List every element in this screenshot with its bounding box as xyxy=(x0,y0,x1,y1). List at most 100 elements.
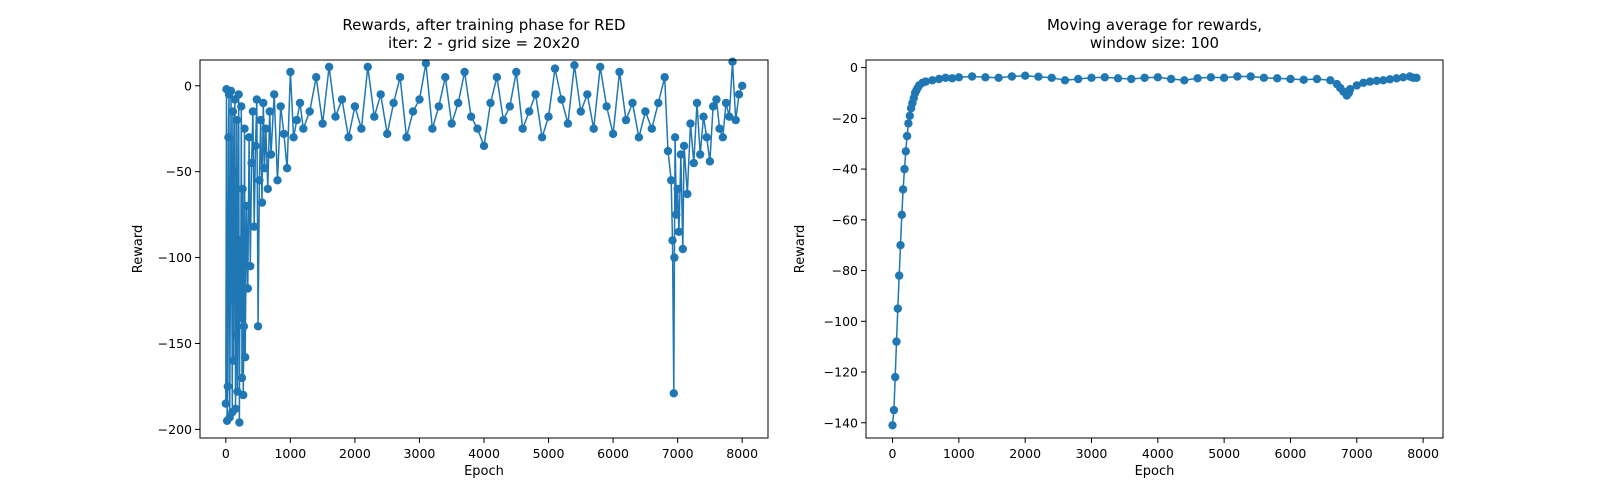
chart-title-line-1: Moving average for rewards, xyxy=(1047,16,1262,34)
y-tick-label: −150 xyxy=(158,336,192,351)
data-point xyxy=(902,131,912,141)
data-point xyxy=(415,95,424,104)
data-point xyxy=(670,253,679,262)
data-point xyxy=(466,112,476,121)
data-point xyxy=(305,107,314,116)
data-point xyxy=(898,185,908,194)
data-point xyxy=(654,98,663,108)
data-point xyxy=(239,390,248,400)
data-point xyxy=(596,62,605,72)
data-point xyxy=(232,115,241,125)
data-point xyxy=(1034,72,1043,81)
x-tick-label: 3000 xyxy=(1076,446,1108,461)
data-point xyxy=(1060,76,1070,85)
data-point xyxy=(235,236,245,245)
y-tick-label: −120 xyxy=(824,365,858,380)
data-point xyxy=(941,73,950,83)
data-point xyxy=(672,210,681,219)
data-point xyxy=(1372,76,1381,86)
data-point xyxy=(256,115,265,125)
data-point xyxy=(531,90,540,99)
data-point xyxy=(235,418,244,427)
data-point xyxy=(441,73,450,82)
data-point xyxy=(247,158,256,168)
data-point xyxy=(350,102,360,111)
data-point xyxy=(948,74,957,83)
data-point xyxy=(896,241,905,250)
data-point xyxy=(1259,73,1269,83)
y-tick-label: 0 xyxy=(850,60,858,75)
data-point xyxy=(279,129,289,139)
data-point xyxy=(712,95,721,104)
data-point xyxy=(634,133,644,142)
data-point xyxy=(721,98,731,108)
data-point xyxy=(460,67,469,77)
data-point xyxy=(1153,73,1163,82)
data-point xyxy=(589,124,598,133)
data-point xyxy=(434,102,443,111)
data-point xyxy=(512,67,521,77)
data-point xyxy=(266,150,276,159)
data-point xyxy=(686,119,695,128)
data-point xyxy=(647,124,656,133)
chart-rewards-panel: Rewards, after training phase for REDite… xyxy=(131,16,769,479)
data-point xyxy=(921,77,930,86)
data-point xyxy=(227,219,236,228)
data-point xyxy=(550,64,560,73)
data-point xyxy=(1087,73,1096,83)
data-point xyxy=(292,115,301,125)
data-point xyxy=(226,86,236,96)
data-point xyxy=(1206,73,1216,82)
data-point xyxy=(692,98,702,108)
data-point xyxy=(570,60,579,70)
data-point xyxy=(1365,77,1375,86)
data-point xyxy=(608,129,618,139)
data-point xyxy=(248,107,258,116)
data-point xyxy=(670,133,680,142)
data-point xyxy=(1352,81,1362,90)
data-point xyxy=(243,284,252,293)
data-point xyxy=(1299,75,1308,85)
y-tick-label: 0 xyxy=(184,78,192,93)
chart-title-line-1: Rewards, after training phase for RED xyxy=(342,16,625,34)
data-point xyxy=(241,353,250,362)
data-point xyxy=(901,147,910,156)
x-tick-label: 0 xyxy=(889,446,897,461)
data-point xyxy=(1047,73,1056,83)
data-point xyxy=(299,124,308,133)
data-point xyxy=(718,133,727,142)
data-point xyxy=(239,322,249,331)
data-point xyxy=(228,107,238,116)
data-point xyxy=(1100,73,1110,82)
x-tick-label: 1000 xyxy=(274,446,306,461)
data-point xyxy=(370,112,379,121)
data-point xyxy=(537,133,547,142)
data-point xyxy=(263,184,272,194)
data-point xyxy=(1345,85,1355,94)
data-point xyxy=(1399,73,1408,82)
data-point xyxy=(544,112,553,121)
data-point xyxy=(276,102,285,111)
data-point xyxy=(1193,74,1202,83)
data-point xyxy=(525,107,534,116)
data-point xyxy=(240,124,249,133)
data-point xyxy=(244,133,254,142)
x-tick-label: 7000 xyxy=(662,446,694,461)
data-point xyxy=(1007,72,1017,81)
y-tick-label: −20 xyxy=(832,111,858,126)
data-point xyxy=(1020,71,1030,80)
data-point xyxy=(289,133,298,142)
y-axis-label: Reward xyxy=(793,225,808,273)
x-tick-label: 0 xyxy=(222,446,230,461)
data-point xyxy=(728,57,737,66)
data-point xyxy=(994,73,1003,83)
data-point xyxy=(628,98,637,108)
data-point xyxy=(738,81,747,91)
data-point xyxy=(273,176,282,185)
data-point xyxy=(981,73,990,82)
x-tick-label: 3000 xyxy=(404,446,436,461)
series-line xyxy=(891,74,1417,426)
data-point xyxy=(708,102,718,111)
data-point xyxy=(1219,73,1229,83)
data-point xyxy=(492,73,502,82)
